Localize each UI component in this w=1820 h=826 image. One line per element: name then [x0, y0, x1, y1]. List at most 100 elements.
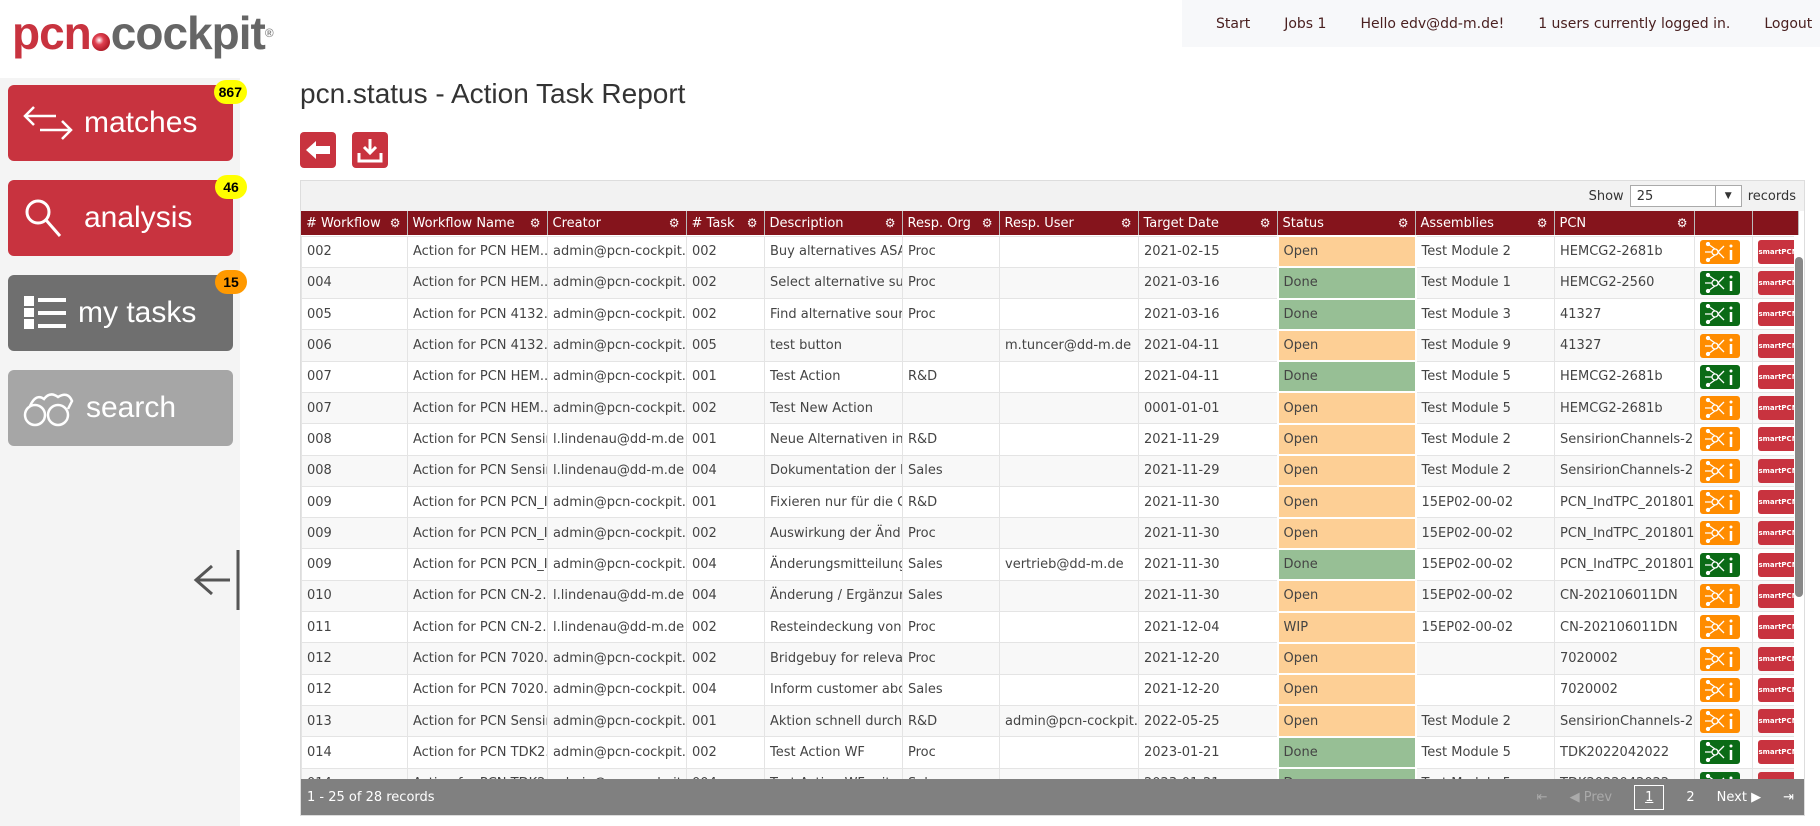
workflow-info-icon[interactable] [1700, 771, 1740, 783]
gear-icon[interactable]: ⚙ [389, 216, 401, 230]
column-header[interactable]: Status ⚙ [1277, 211, 1416, 235]
column-header[interactable]: # Workflow ⚙ [301, 211, 408, 235]
column-header[interactable]: Assemblies ⚙ [1415, 211, 1555, 235]
smartpcn-logo-button[interactable]: smartPCN [1758, 740, 1798, 765]
smartpcn-logo-button[interactable]: smartPCN [1758, 677, 1798, 702]
column-header[interactable]: Resp. User ⚙ [999, 211, 1139, 235]
workflow-info-icon[interactable] [1700, 239, 1740, 264]
nav-jobs[interactable]: Jobs 1 [1284, 15, 1327, 32]
column-header[interactable]: # Task ⚙ [686, 211, 765, 235]
table-row[interactable]: 008 Action for PCN Sensir... l.lindenau@dd… [301, 422, 1799, 457]
workflow-info-icon[interactable] [1700, 615, 1740, 640]
gear-icon[interactable]: ⚙ [981, 216, 993, 230]
cell-task: 004 [686, 579, 765, 613]
workflow-info-icon[interactable] [1700, 521, 1740, 546]
page-2-button[interactable]: 2 [1686, 789, 1695, 805]
cell-status: Done [1276, 360, 1417, 394]
table-row[interactable]: 005 Action for PCN 4132... admin@pcn-cockp… [301, 297, 1799, 331]
smartpcn-logo-button[interactable]: smartPCN [1758, 239, 1798, 264]
table-row[interactable]: 004 Action for PCN HEM... admin@pcn-cockpi… [301, 266, 1799, 300]
workflow-info-icon[interactable] [1700, 396, 1740, 421]
sidebar-item-analysis[interactable]: analysis 46 [8, 175, 247, 256]
sidebar-item-my-tasks[interactable]: my tasks 15 [8, 270, 247, 351]
workflow-info-icon[interactable] [1700, 583, 1740, 608]
scrollbar-thumb[interactable] [1795, 257, 1803, 597]
page-size-select[interactable]: 25 ▼ [1629, 185, 1742, 207]
table-row[interactable]: 010 Action for PCN CN-2... l.lindenau@dd-m… [301, 579, 1799, 613]
smartpcn-logo-button[interactable]: smartPCN [1758, 709, 1798, 734]
gear-icon[interactable]: ⚙ [746, 216, 758, 230]
table-row[interactable]: 013 Action for PCN Sensir... admin@pcn-coc… [301, 704, 1799, 738]
nav-start[interactable]: Start [1216, 15, 1251, 32]
gear-icon[interactable]: ⚙ [1676, 216, 1688, 230]
cell-pcn: PCN_IndTPC_20180123 [1554, 485, 1695, 519]
sidebar-item-matches[interactable]: matches 867 [8, 80, 247, 161]
smartpcn-logo-button[interactable]: smartPCN [1758, 270, 1798, 295]
smartpcn-logo-button[interactable]: smartPCN [1758, 521, 1798, 546]
cell-pcn: CN-202106011DN [1554, 611, 1695, 644]
workflow-info-icon[interactable] [1700, 333, 1740, 358]
cell-target-date: 2021-04-11 [1138, 329, 1278, 362]
table-row[interactable]: 007 Action for PCN HEM... admin@pcn-cockpi… [301, 391, 1799, 425]
workflow-info-icon[interactable] [1700, 458, 1740, 483]
workflow-info-icon[interactable] [1700, 740, 1740, 765]
workflow-info-icon[interactable] [1700, 646, 1740, 671]
workflow-info-icon[interactable] [1700, 709, 1740, 734]
prev-page-button[interactable]: ◀ Prev [1569, 789, 1613, 805]
workflow-info-icon[interactable] [1700, 490, 1740, 515]
gear-icon[interactable]: ⚙ [668, 216, 680, 230]
table-row[interactable]: 009 Action for PCN PCN_I... admin@pcn-cock… [301, 485, 1799, 519]
table-row[interactable]: 002 Action for PCN HEM... admin@pcn-cockpi… [301, 235, 1799, 269]
gear-icon[interactable]: ⚙ [529, 216, 541, 230]
smartpcn-logo-button[interactable]: smartPCN [1758, 490, 1798, 515]
workflow-info-icon[interactable] [1700, 270, 1740, 295]
collapse-sidebar-icon[interactable] [192, 548, 240, 612]
download-button[interactable] [352, 132, 388, 168]
workflow-info-icon[interactable] [1700, 677, 1740, 702]
table-row[interactable]: 009 Action for PCN PCN_I... admin@pcn-cock… [301, 547, 1799, 582]
gear-icon[interactable]: ⚙ [1536, 216, 1548, 230]
gear-icon[interactable]: ⚙ [1397, 216, 1409, 230]
table-row[interactable]: 007 Action for PCN HEM... admin@pcn-cockpi… [301, 360, 1799, 394]
vertical-scrollbar[interactable] [1794, 235, 1804, 783]
gear-icon[interactable]: ⚙ [1259, 216, 1271, 230]
column-header[interactable]: Target Date ⚙ [1138, 211, 1278, 235]
next-page-button[interactable]: Next ▶ [1716, 789, 1762, 805]
cell-target-date: 2021-11-30 [1138, 579, 1278, 613]
table-row[interactable]: 012 Action for PCN 7020... admin@pcn-cockp… [301, 641, 1799, 676]
smartpcn-logo-button[interactable]: smartPCN [1758, 646, 1798, 671]
column-header[interactable]: Creator ⚙ [547, 211, 687, 235]
column-header[interactable]: Workflow Name ⚙ [407, 211, 548, 235]
workflow-info-icon[interactable] [1700, 427, 1740, 452]
workflow-info-icon[interactable] [1700, 302, 1740, 327]
nav-logout[interactable]: Logout [1764, 15, 1813, 32]
table-row[interactable]: 011 Action for PCN CN-2... l.lindenau@dd-m… [301, 610, 1799, 644]
smartpcn-logo-button[interactable]: smartPCN [1758, 458, 1798, 483]
workflow-info-icon[interactable] [1700, 364, 1740, 389]
table-row[interactable]: 008 Action for PCN Sensir... l.lindenau@dd… [301, 454, 1799, 488]
smartpcn-logo-button[interactable]: smartPCN [1758, 396, 1798, 421]
back-button[interactable] [300, 132, 336, 168]
table-row[interactable]: 006 Action for PCN 4132... admin@pcn-cockp… [301, 328, 1799, 363]
smartpcn-logo-button[interactable]: smartPCN [1758, 364, 1798, 389]
table-row[interactable]: 009 Action for PCN PCN_I... admin@pcn-cock… [301, 516, 1799, 550]
smartpcn-logo-button[interactable]: smartPCN [1758, 552, 1798, 577]
cell-workflow: 011 [301, 611, 408, 644]
last-page-icon[interactable]: ⇥ [1783, 789, 1794, 805]
workflow-info-icon[interactable] [1700, 552, 1740, 577]
smartpcn-logo-button[interactable]: smartPCN [1758, 333, 1798, 358]
first-page-icon[interactable]: ⇤ [1536, 789, 1548, 805]
gear-icon[interactable]: ⚙ [884, 216, 896, 230]
smartpcn-logo-button[interactable]: smartPCN [1758, 615, 1798, 640]
page-1-button[interactable]: 1 [1634, 784, 1665, 810]
smartpcn-logo-button[interactable]: smartPCN [1758, 302, 1798, 327]
gear-icon[interactable]: ⚙ [1120, 216, 1132, 230]
column-header[interactable]: PCN ⚙ [1554, 211, 1695, 235]
smartpcn-logo-button[interactable]: smartPCN [1758, 427, 1798, 452]
column-header[interactable]: Description ⚙ [764, 211, 903, 235]
smartpcn-logo-button[interactable]: smartPCN [1758, 583, 1798, 608]
sidebar-item-search[interactable]: search [8, 370, 233, 446]
table-row[interactable]: 012 Action for PCN 7020... admin@pcn-cockp… [301, 673, 1799, 707]
column-header[interactable]: Resp. Org ⚙ [902, 211, 1000, 235]
